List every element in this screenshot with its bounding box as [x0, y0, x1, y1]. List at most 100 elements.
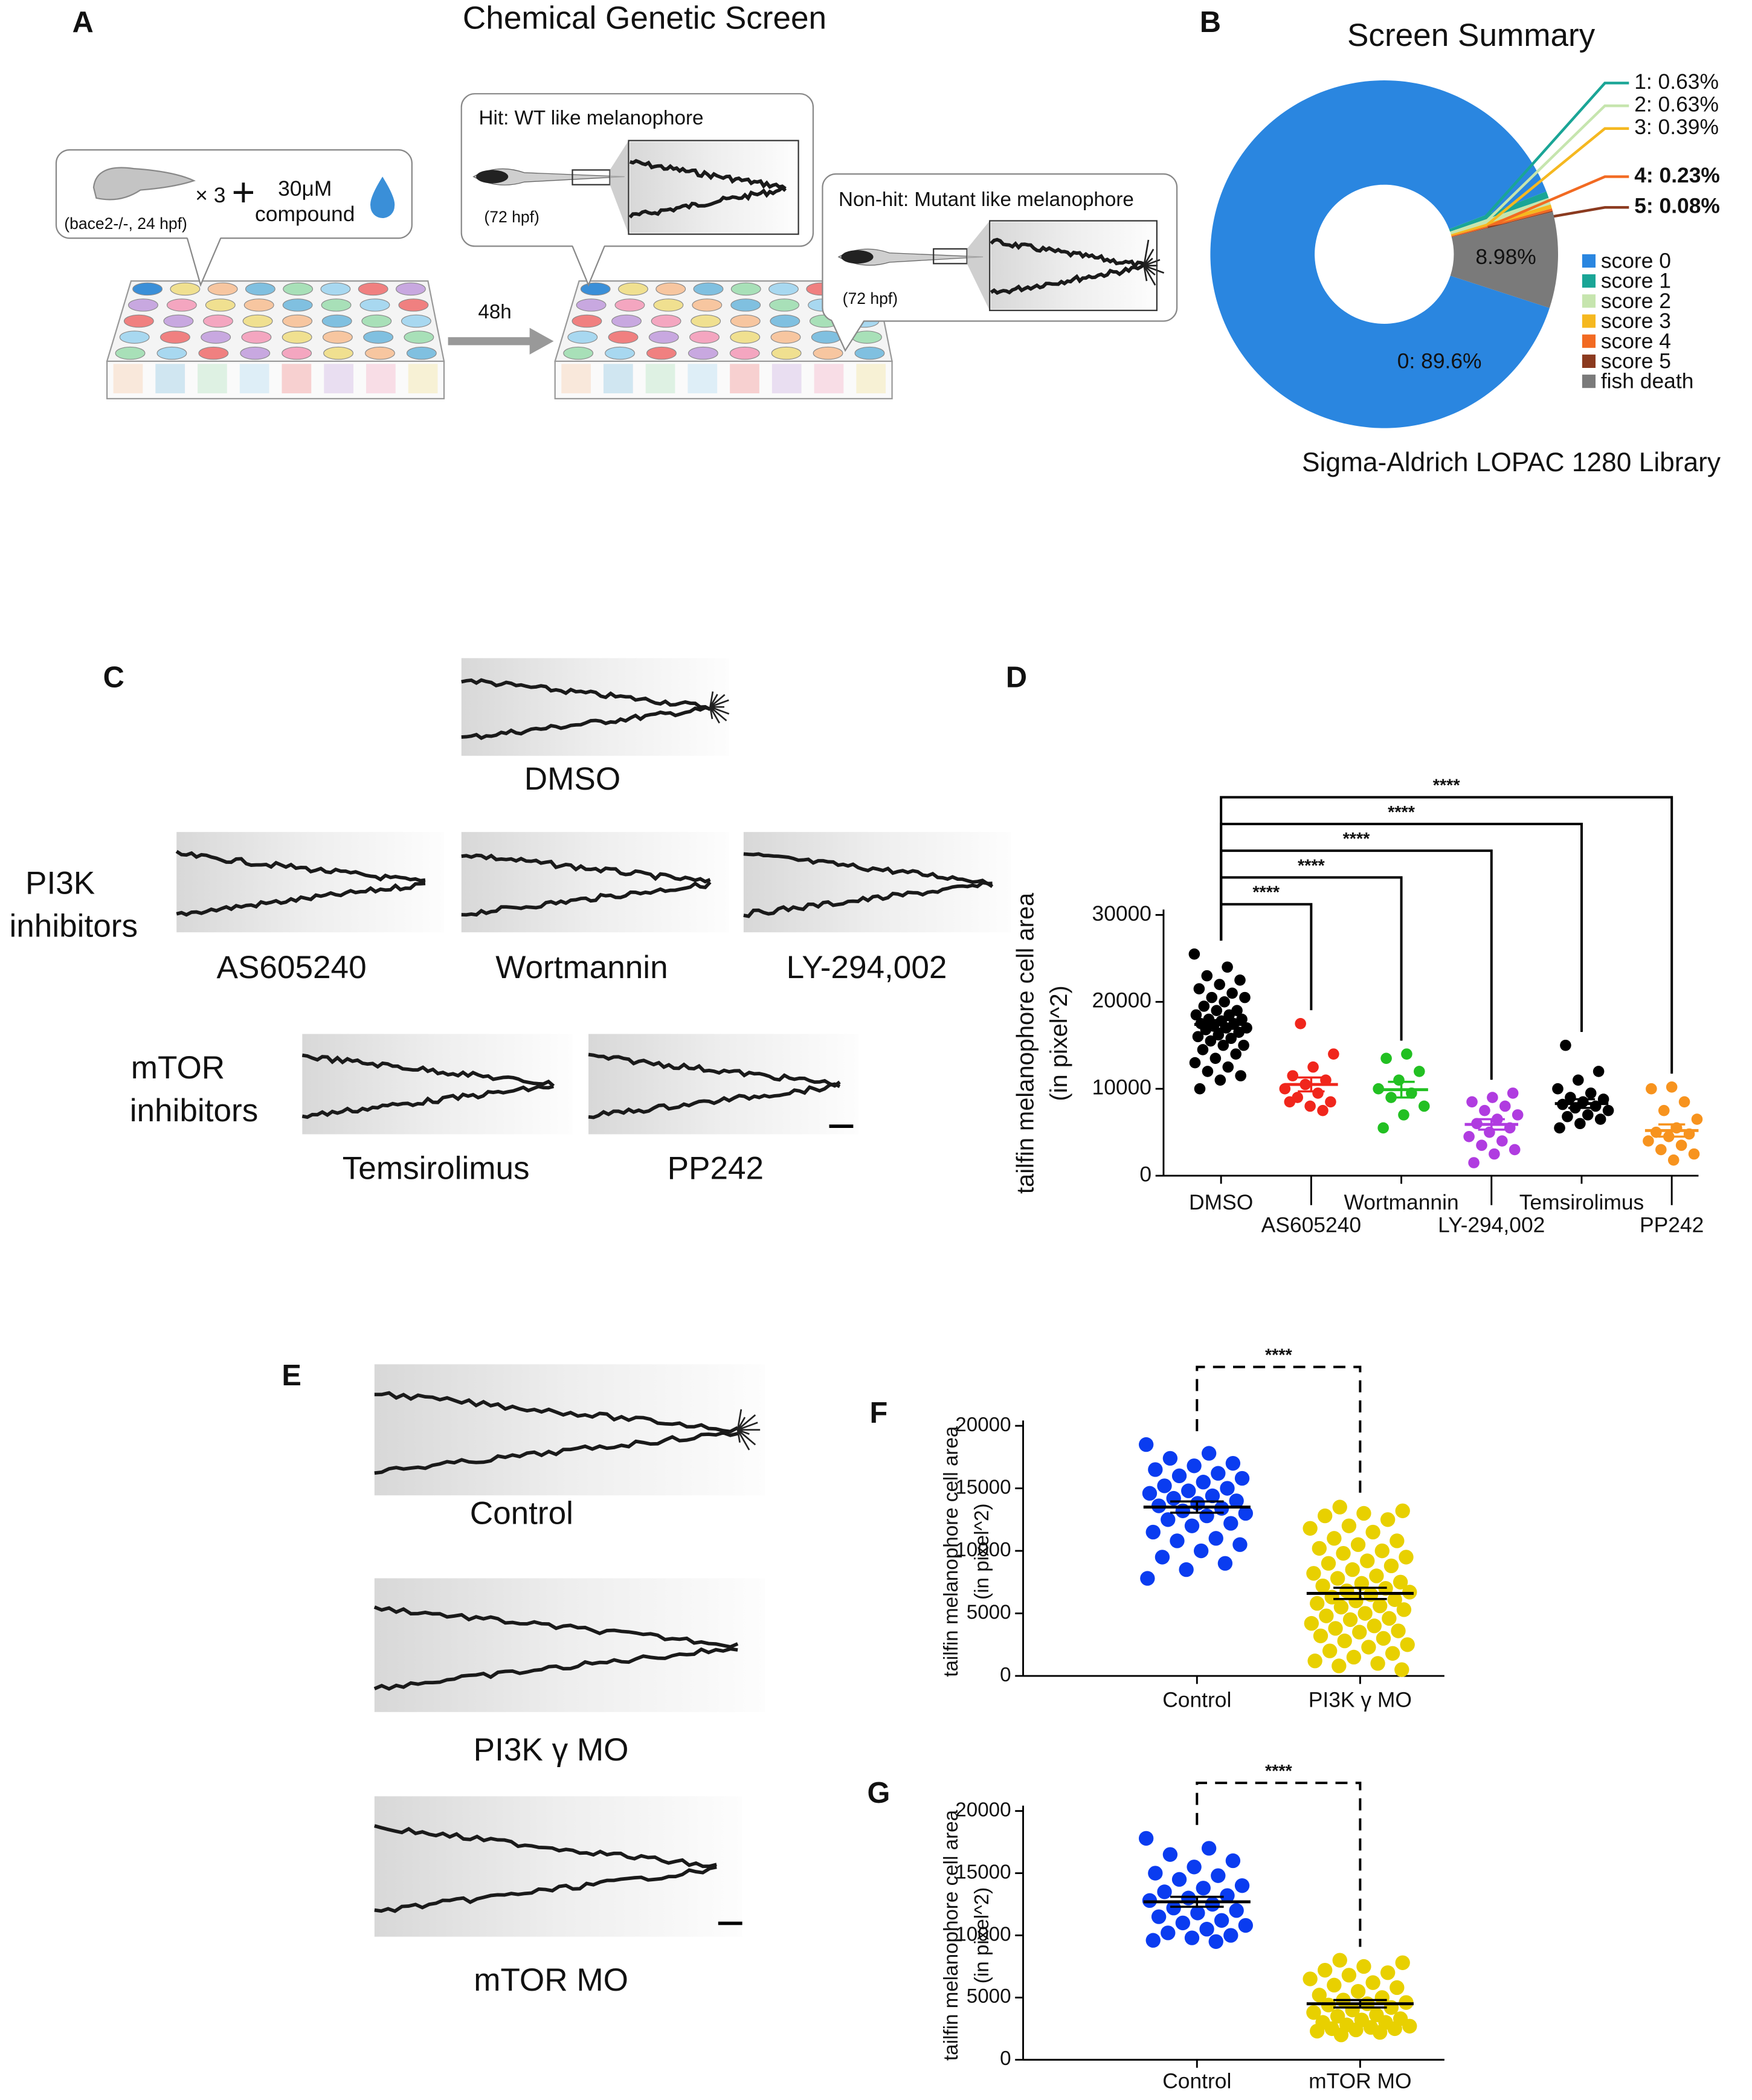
data-point: [1166, 1490, 1181, 1506]
melanophore-stripe: [374, 1824, 717, 1869]
well: [693, 282, 724, 296]
well: [648, 330, 679, 344]
leader-line: [1486, 127, 1629, 226]
well: [205, 298, 236, 312]
data-point: [1304, 1100, 1316, 1112]
well: [282, 330, 312, 344]
well: [580, 282, 611, 296]
error-bar: [1333, 1999, 1387, 2009]
well: [365, 346, 395, 360]
significance-label: ****: [1265, 1346, 1293, 1365]
well-bottom: [688, 364, 718, 394]
data-point: [1201, 1841, 1217, 1856]
data-point: [1229, 1493, 1244, 1509]
y-axis-label: tailfin melanophore cell area: [1013, 892, 1039, 1194]
data-point: [1194, 1083, 1206, 1095]
data-point: [1202, 1066, 1214, 1077]
data-point: [1175, 1915, 1191, 1931]
callout-pointer: [572, 245, 605, 285]
panel-label: C: [103, 662, 124, 694]
data-point: [1205, 1488, 1220, 1504]
well-bottom: [730, 364, 759, 394]
x-tick-label: Temsirolimus: [1519, 1190, 1644, 1214]
melanophore: [709, 706, 720, 724]
legend-swatch: [1582, 354, 1596, 368]
data-point: [1401, 1048, 1412, 1060]
tail-image: [991, 222, 1156, 309]
drop: [370, 176, 395, 219]
melanophore-stripe: [461, 853, 711, 884]
data-point: [1350, 1983, 1366, 1999]
x-tick-label: mTOR MO: [1309, 2069, 1411, 2093]
data-point: [1419, 1100, 1430, 1112]
melanophore: [709, 706, 727, 721]
melanophore: [737, 1422, 758, 1431]
error-bar: [1170, 1895, 1224, 1908]
well-bottom: [282, 364, 312, 394]
well: [203, 314, 233, 328]
data-point: [1214, 1913, 1229, 1928]
data-point: [1190, 1905, 1205, 1921]
data-point: [1234, 1470, 1250, 1486]
melanophore-stripe: [374, 1431, 738, 1475]
data-point: [1201, 970, 1213, 982]
y-tick-label: 0: [1139, 1162, 1151, 1186]
group-label: mTOR: [131, 1050, 225, 1086]
data-point: [1466, 1096, 1478, 1108]
data-point: [1312, 1541, 1327, 1556]
melanophore-stripe: [461, 678, 711, 711]
well-bottom: [324, 364, 353, 394]
data-point: [1315, 1578, 1330, 1594]
well: [363, 330, 394, 344]
well: [396, 282, 426, 296]
well: [730, 314, 761, 328]
data-point: [1400, 1637, 1415, 1652]
legend-label: fish death: [1601, 369, 1694, 393]
data-point: [1330, 2009, 1345, 2024]
data-point: [1198, 1000, 1210, 1012]
data-point: [1330, 1571, 1345, 1586]
well: [854, 346, 885, 360]
well-bottom: [603, 364, 633, 394]
interval-label: 48h: [478, 301, 511, 323]
well: [768, 282, 799, 296]
data-point: [1333, 1600, 1349, 1615]
image-label: Temsirolimus: [343, 1150, 530, 1186]
well: [359, 298, 390, 312]
callout-pointer: [831, 320, 865, 351]
significance-label: ****: [1433, 776, 1461, 795]
data-point: [1667, 1154, 1680, 1166]
melanophore-stripe: [373, 1605, 739, 1649]
x-tick-label: LY-294,002: [1438, 1213, 1545, 1237]
data-point: [1234, 1878, 1250, 1893]
well: [730, 298, 761, 312]
well: [245, 282, 275, 296]
data-point: [1139, 1437, 1154, 1452]
melanophore-stripe: [743, 852, 993, 886]
data-point: [1214, 1074, 1226, 1086]
well: [563, 346, 594, 360]
tail-image: [588, 1034, 859, 1135]
melanophore: [736, 1429, 750, 1451]
melanophore: [710, 699, 729, 708]
data-point: [1509, 1144, 1521, 1156]
group-label: inhibitors: [130, 1093, 259, 1129]
data-point: [1189, 1057, 1201, 1069]
data-point: [1217, 1556, 1233, 1571]
legend-label: score 0: [1601, 248, 1671, 272]
data-point: [1345, 2002, 1360, 2018]
data-point: [1328, 1048, 1339, 1060]
data-point: [1382, 1611, 1397, 1626]
data-point: [1322, 1643, 1338, 1658]
legend-label: score 3: [1601, 309, 1671, 333]
data-point: [1219, 996, 1230, 1008]
melanophore: [1143, 265, 1156, 276]
data-point: [1179, 1562, 1194, 1577]
data-point: [1220, 1481, 1235, 1496]
data-point: [1220, 1888, 1235, 1903]
data-point: [1238, 1918, 1253, 1933]
melanophore-stripe: [461, 706, 711, 741]
well: [769, 298, 800, 312]
data-point: [1380, 1052, 1392, 1064]
